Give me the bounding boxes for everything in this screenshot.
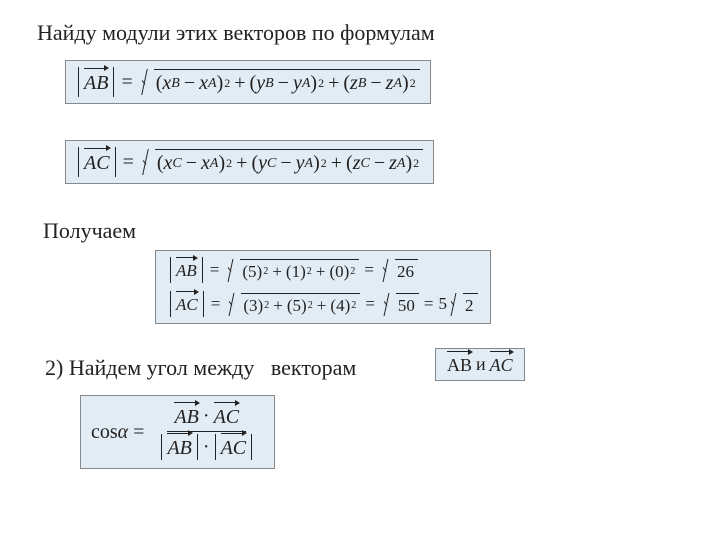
calc-ab: AB = (5)2 + (1)2 + (0)2 = 26	[168, 257, 418, 283]
heading-2: Получаем	[43, 218, 136, 244]
heading-1: Найду модули этих векторов по формулам	[37, 20, 435, 46]
cos-formula: cosα = AB·AC AB·AC	[80, 395, 275, 469]
formula-ab-modulus: AB = (xB−xA)2 + (yB−yA)2 + (zB−zA)2	[65, 60, 431, 104]
heading-3: 2) Найдем угол между векторам	[45, 355, 356, 381]
calc-ac: AC = (3)2 + (5)2 + (4)2 = 50 = 52	[168, 291, 478, 317]
vec-ac: AC	[84, 150, 110, 175]
vec-ab: AB	[84, 70, 108, 95]
formula-ac-modulus: AC = (xC−xA)2 + (yC−yA)2 + (zC−zA)2	[65, 140, 434, 184]
vectors-box: AB и AC	[435, 348, 525, 381]
calc-box: AB = (5)2 + (1)2 + (0)2 = 26 AC = (3)2 +…	[155, 250, 491, 324]
